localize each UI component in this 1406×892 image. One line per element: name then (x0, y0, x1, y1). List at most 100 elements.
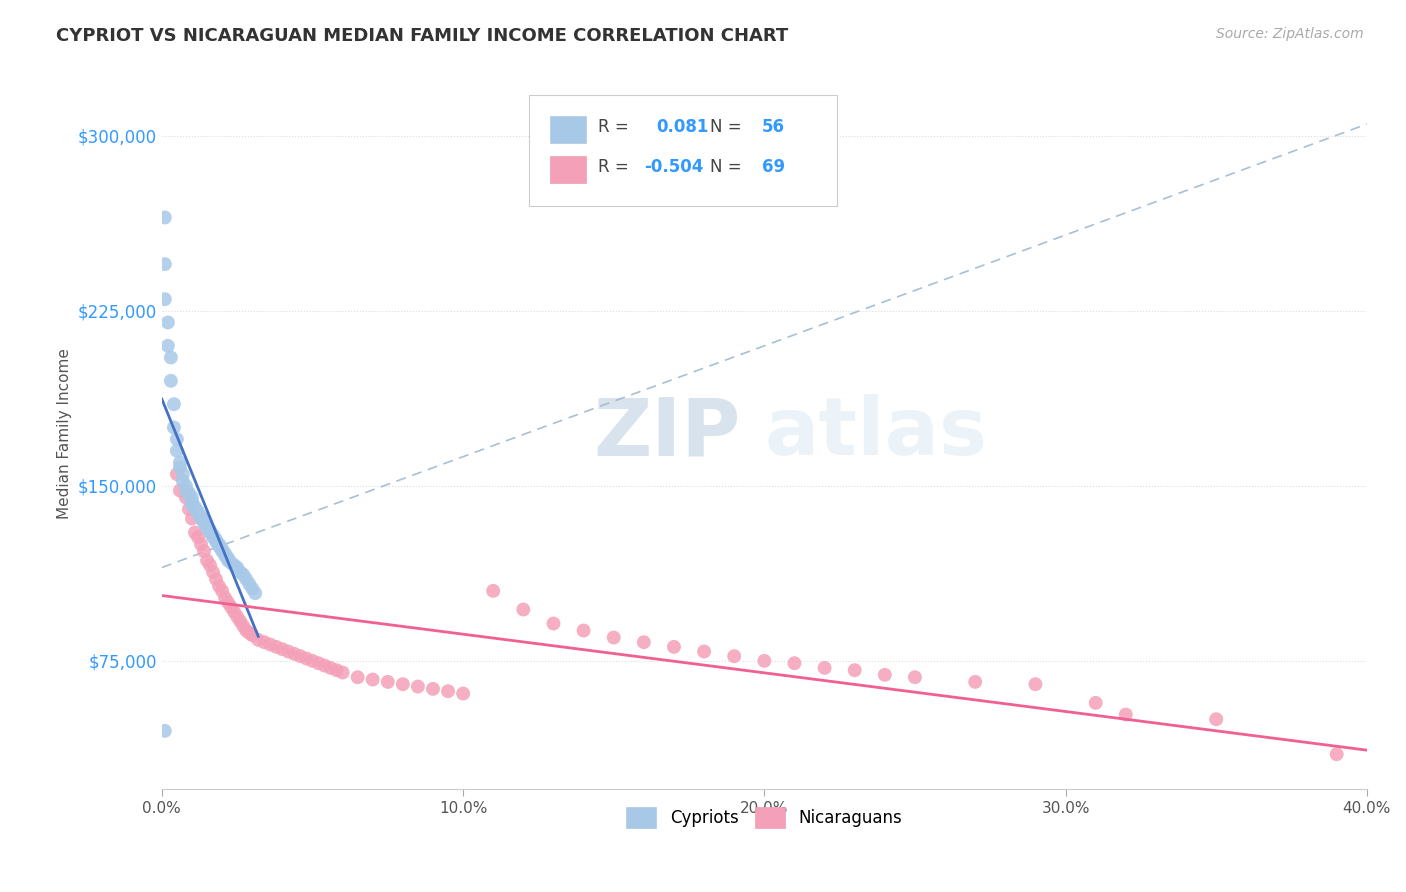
Point (195, 518, 218, 533)
Point (226, 609, 249, 624)
Point (166, 467, 188, 482)
Point (211, 544, 233, 558)
Point (1084, 696, 1107, 710)
Text: Source: ZipAtlas.com: Source: ZipAtlas.com (1216, 27, 1364, 41)
Text: 69: 69 (762, 158, 785, 176)
Text: N =: N = (710, 119, 742, 136)
Point (229, 614, 252, 628)
Point (190, 537, 212, 551)
Point (325, 663, 347, 677)
Point (904, 670, 927, 684)
Point (314, 658, 336, 673)
Point (202, 565, 225, 579)
Point (346, 670, 368, 684)
Point (211, 541, 233, 556)
Point (232, 567, 254, 582)
Point (202, 530, 225, 544)
Point (723, 649, 745, 664)
Point (266, 640, 288, 654)
Point (214, 591, 236, 605)
Point (217, 595, 239, 609)
Point (1205, 712, 1227, 726)
Point (512, 602, 534, 616)
Text: ZIP: ZIP (593, 394, 740, 473)
Point (482, 583, 505, 598)
Point (193, 516, 215, 531)
Point (214, 549, 236, 563)
Point (754, 654, 776, 668)
Text: CYPRIOT VS NICARAGUAN MEDIAN FAMILY INCOME CORRELATION CHART: CYPRIOT VS NICARAGUAN MEDIAN FAMILY INCO… (56, 27, 789, 45)
Text: atlas: atlas (765, 394, 987, 473)
Point (166, 432, 188, 446)
Point (153, 211, 176, 225)
Point (205, 572, 228, 586)
Point (783, 656, 806, 670)
Text: N =: N = (710, 158, 742, 176)
Point (238, 625, 260, 640)
Point (193, 544, 215, 558)
Point (169, 455, 191, 469)
Point (184, 525, 207, 540)
Point (184, 502, 207, 516)
Point (160, 351, 183, 365)
Point (235, 572, 257, 586)
Point (190, 511, 212, 525)
Point (240, 582, 263, 596)
Point (160, 374, 183, 388)
Point (406, 680, 429, 694)
Point (422, 681, 444, 696)
Point (437, 684, 460, 698)
Point (235, 624, 257, 638)
Point (163, 397, 186, 411)
Point (177, 502, 200, 516)
Point (181, 498, 204, 512)
Text: -0.504: -0.504 (644, 158, 703, 176)
Point (277, 644, 299, 658)
Point (198, 558, 221, 573)
Legend: Cypriots, Nicaraguans: Cypriots, Nicaraguans (620, 801, 908, 834)
FancyBboxPatch shape (530, 95, 837, 205)
Point (240, 628, 263, 642)
Point (232, 619, 254, 633)
Y-axis label: Median Family Income: Median Family Income (58, 348, 72, 519)
Point (214, 547, 236, 561)
Point (169, 460, 191, 475)
Point (224, 605, 246, 619)
Point (198, 523, 221, 537)
Point (301, 654, 323, 668)
Point (211, 583, 233, 598)
Point (156, 316, 179, 330)
Point (174, 483, 197, 498)
Point (245, 586, 267, 600)
Point (238, 577, 260, 591)
Point (205, 534, 228, 549)
Point (319, 661, 342, 675)
Point (217, 553, 239, 567)
Point (202, 528, 225, 542)
Point (219, 556, 242, 570)
Point (693, 644, 716, 658)
Text: 0.081: 0.081 (655, 119, 709, 136)
Point (177, 486, 200, 500)
Point (226, 560, 249, 574)
Point (283, 647, 305, 661)
Point (190, 509, 212, 524)
Point (1326, 747, 1348, 762)
Point (543, 616, 565, 631)
Text: R =: R = (598, 119, 628, 136)
Point (572, 624, 595, 638)
Point (166, 443, 188, 458)
Point (1115, 707, 1137, 722)
Point (153, 292, 176, 306)
Point (184, 500, 207, 514)
Point (195, 521, 218, 535)
Point (259, 638, 281, 652)
Point (844, 663, 866, 677)
Point (965, 674, 987, 689)
Point (153, 723, 176, 738)
Point (208, 579, 231, 593)
Point (247, 632, 270, 647)
Point (633, 635, 655, 649)
Point (208, 540, 231, 554)
Point (177, 488, 200, 502)
